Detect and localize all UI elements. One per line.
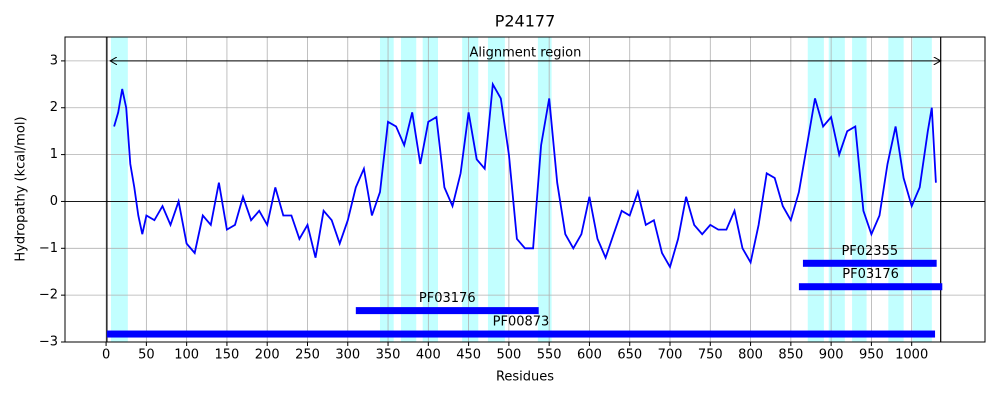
x-tick-label: 150 [215,348,240,363]
x-tick-label: 600 [577,348,602,363]
chart-title: P24177 [495,12,556,31]
domain-bar [802,259,937,267]
x-tick-label: 750 [698,348,723,363]
domain-bar [106,330,936,338]
x-tick-label: 850 [778,348,803,363]
domain-bar [355,307,539,315]
helix-span [379,37,394,342]
x-tick-label: 200 [255,348,280,363]
y-tick-label: 2 [50,100,58,115]
helix-span [912,37,932,342]
y-tick-label: −3 [39,335,58,350]
domain-label: PF03176 [419,291,476,306]
x-tick-label: 950 [859,348,884,363]
y-tick-label: 3 [50,53,58,68]
x-tick-label: 700 [658,348,683,363]
x-tick-label: 450 [456,348,481,363]
x-tick-label: 300 [335,348,360,363]
y-tick-label: −2 [39,288,58,303]
helix-span [422,37,438,342]
x-tick-label: 650 [617,348,642,363]
y-tick-label: −1 [39,241,58,256]
x-tick-label: 900 [819,348,844,363]
x-tick-label: 400 [416,348,441,363]
y-tick-label: 0 [50,194,58,209]
domain-label: PF02355 [841,244,898,259]
helix-span [400,37,417,342]
x-tick-label: 800 [738,348,763,363]
helix-span [852,37,867,342]
helix-span [110,37,128,342]
helix-span [462,37,479,342]
y-axis-label: Hydropathy (kcal/mol) [14,116,29,261]
x-tick-label: 0 [102,348,110,363]
helix-span [537,37,552,342]
x-tick-label: 50 [138,348,155,363]
x-axis-label: Residues [496,370,554,385]
x-tick-label: 550 [537,348,562,363]
domain-bar [798,283,943,291]
helix-span [807,37,824,342]
domain-label: PF03176 [842,267,899,282]
x-tick-label: 100 [174,348,199,363]
plot-frame [64,36,986,343]
helix-span [487,37,505,342]
x-tick-label: 1000 [895,348,928,363]
hydropathy-line [113,81,937,270]
helix-span [888,37,904,342]
x-tick-label: 350 [376,348,401,363]
x-tick-label: 500 [496,348,521,363]
x-tick-label: 250 [295,348,320,363]
annotation-label: Alignment region [469,45,581,60]
domain-label: PF00873 [493,315,550,330]
y-tick-label: 1 [50,147,58,162]
